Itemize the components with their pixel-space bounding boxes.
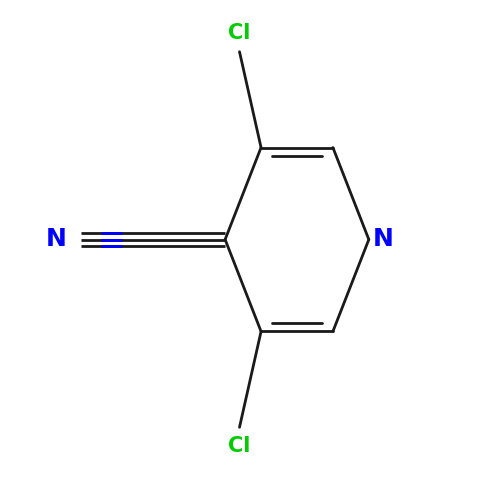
Text: Cl: Cl bbox=[228, 23, 251, 43]
Text: Cl: Cl bbox=[228, 436, 251, 456]
Text: N: N bbox=[373, 228, 394, 251]
Text: N: N bbox=[46, 228, 67, 251]
